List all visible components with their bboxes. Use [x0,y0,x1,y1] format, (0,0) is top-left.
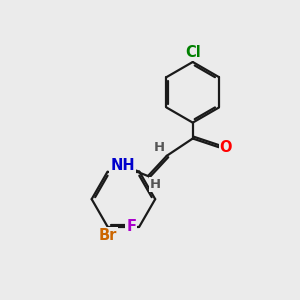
Text: Br: Br [98,228,117,243]
Text: H: H [150,178,161,191]
Text: NH: NH [110,158,135,172]
Text: O: O [220,140,232,155]
Text: Cl: Cl [185,45,201,60]
Text: F: F [126,219,136,234]
Text: H: H [153,141,164,154]
